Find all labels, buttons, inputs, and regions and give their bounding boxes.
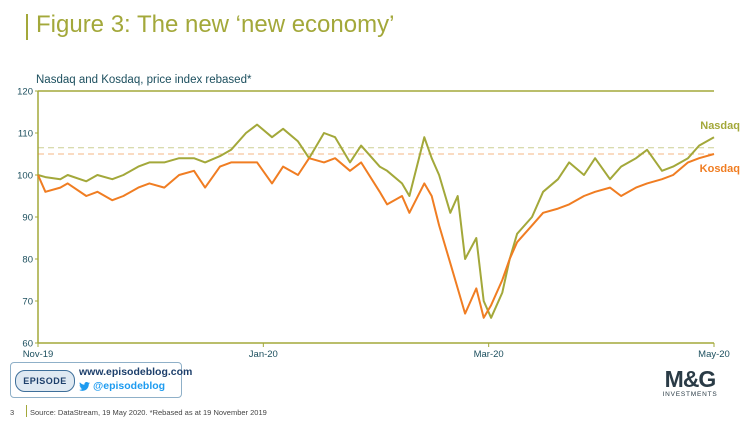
- series-label-nasdaq: Nasdaq: [700, 120, 740, 132]
- footer-divider: [26, 405, 27, 417]
- y-tick-label: 120: [17, 87, 33, 98]
- page-number: 3: [10, 408, 15, 417]
- series-labels: Nasdaq Kosdaq: [700, 120, 740, 175]
- mg-logo-wordmark: M&G: [664, 366, 717, 392]
- series-label-kosdaq: Kosdaq: [700, 163, 740, 175]
- series-line-kosdaq: [37, 153, 715, 319]
- y-tick-label: 100: [17, 171, 33, 182]
- figure-title: Figure 3: The new ‘new economy’: [36, 11, 395, 38]
- x-tick-label: May-20: [698, 349, 730, 360]
- x-tick-label: Jan-20: [249, 349, 278, 360]
- y-axis: 60 70 80 90 100 110 120: [17, 87, 714, 350]
- episode-blog-logo[interactable]: EPISODE www.episodeblog.com @episodeblog: [10, 362, 192, 398]
- x-axis: Nov-19 Jan-20 Mar-20 May-20: [23, 342, 730, 360]
- title-accent-bar: [26, 14, 28, 40]
- x-tick-label: Nov-19: [23, 349, 54, 360]
- y-tick-label: 60: [22, 339, 33, 350]
- x-tick-label: Mar-20: [474, 349, 504, 360]
- mg-logo-subtitle: INVESTMENTS: [662, 391, 718, 398]
- mg-investments-logo: M&G INVESTMENTS: [650, 366, 730, 398]
- series-line-nasdaq: [37, 123, 715, 319]
- chart-title: Nasdaq and Kosdaq, price index rebased*: [36, 74, 252, 86]
- twitter-icon: [79, 382, 90, 391]
- reference-lines: [38, 147, 714, 155]
- episode-badge: EPISODE: [15, 370, 75, 392]
- website-link[interactable]: www.episodeblog.com: [79, 366, 193, 378]
- y-tick-label: 90: [22, 213, 33, 224]
- source-note: Source: DataStream, 19 May 2020. *Rebase…: [30, 408, 267, 417]
- y-tick-label: 70: [22, 297, 33, 308]
- y-tick-label: 110: [18, 129, 33, 140]
- y-tick-label: 80: [22, 255, 33, 266]
- twitter-handle-link[interactable]: @episodeblog: [93, 380, 166, 392]
- series-lines: [37, 123, 715, 319]
